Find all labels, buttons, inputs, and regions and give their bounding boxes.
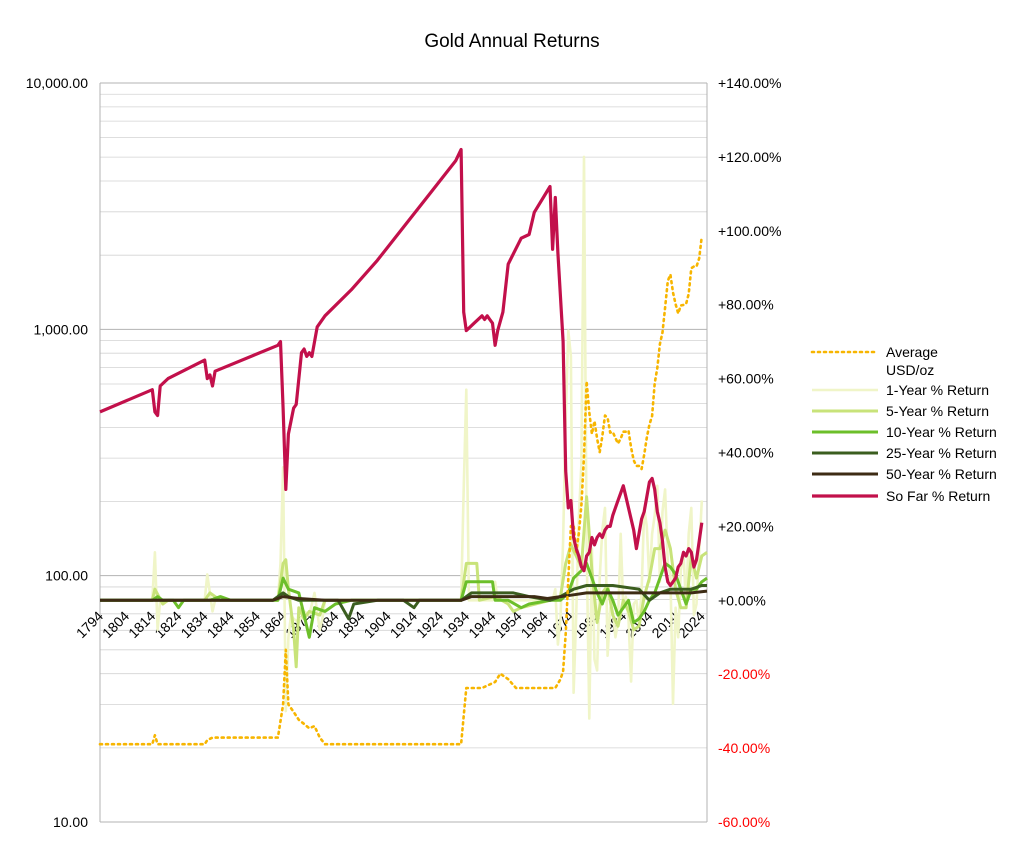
right-tick-label: +40.00% — [718, 445, 774, 461]
x-tick-label: 1934 — [439, 608, 472, 641]
right-axis-ticks: +140.00% +120.00% +100.00% +80.00% +60.00% +4… — [718, 75, 781, 830]
series-line-50-year-return — [100, 589, 708, 602]
right-tick-label: -20.00% — [718, 666, 770, 682]
right-tick-label: +60.00% — [718, 371, 774, 387]
x-tick-label: 1944 — [465, 608, 498, 641]
left-tick-label: 1,000.00 — [34, 321, 89, 337]
legend-label: 1-Year % Return — [886, 382, 989, 398]
series-line-1-year-return — [100, 155, 704, 720]
legend-label: 50-Year % Return — [886, 466, 997, 482]
right-tick-label: +140.00% — [718, 75, 781, 91]
right-tick-label: -40.00% — [718, 740, 770, 756]
series-line-so-far-return — [99, 147, 704, 588]
legend-label: Average USD/oz — [886, 344, 938, 378]
legend: Average USD/oz 1-Year % Return 5-Year % Ret… — [810, 344, 997, 504]
legend-label: 5-Year % Return — [886, 403, 989, 419]
x-tick-label: 1954 — [491, 608, 524, 641]
series-lines — [98, 147, 708, 746]
x-tick-label: 1814 — [125, 608, 158, 641]
legend-label: So Far % Return — [886, 488, 990, 504]
left-axis-ticks: 10.00 100.00 1,000.00 10,000.00 — [26, 75, 89, 830]
series-line-average-usd-oz — [98, 235, 704, 746]
right-tick-label: +120.00% — [718, 149, 781, 165]
x-tick-label: 1924 — [413, 608, 446, 641]
x-tick-label: 1964 — [518, 608, 551, 641]
x-tick-label: 1854 — [230, 608, 263, 641]
x-tick-label: 1794 — [73, 608, 106, 641]
grid — [99, 82, 708, 823]
right-tick-label: +0.00% — [718, 592, 766, 608]
x-tick-label: 1904 — [361, 608, 394, 641]
x-tick-label: 1804 — [99, 608, 132, 641]
right-tick-label: -60.00% — [718, 814, 770, 830]
left-tick-label: 10,000.00 — [26, 75, 88, 91]
series-line-5-year-return — [100, 495, 708, 669]
x-tick-label: 1914 — [387, 608, 420, 641]
chart-title: Gold Annual Returns — [424, 31, 599, 52]
right-tick-label: +20.00% — [718, 518, 774, 534]
x-tick-label: 1834 — [177, 608, 210, 641]
right-tick-label: +100.00% — [718, 223, 781, 239]
left-tick-label: 10.00 — [53, 814, 88, 830]
legend-label: 10-Year % Return — [886, 424, 997, 440]
left-tick-label: 100.00 — [45, 568, 88, 584]
x-tick-label: 1844 — [204, 608, 237, 641]
right-tick-label: +80.00% — [718, 297, 774, 313]
legend-label: 25-Year % Return — [886, 445, 997, 461]
